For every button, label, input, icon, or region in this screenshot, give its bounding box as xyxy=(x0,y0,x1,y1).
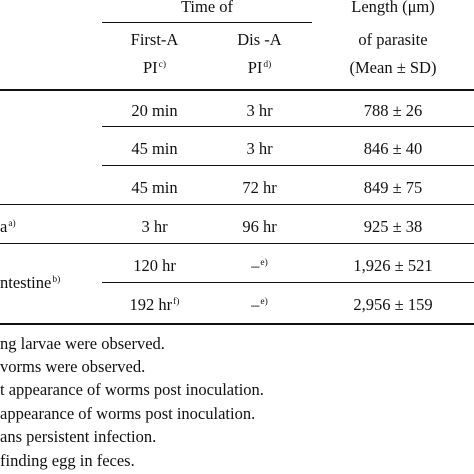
disappearance-cell: –e) xyxy=(251,256,268,275)
length-cell: 788 ± 26 xyxy=(363,101,423,120)
header-dis-a-pi: PId) xyxy=(247,58,272,77)
footnote-ref: f) xyxy=(173,297,180,307)
footnote-ref: c) xyxy=(158,60,167,70)
first-appearance-cell: 192 hrf) xyxy=(129,295,180,314)
disappearance-cell: 3 hr xyxy=(246,139,273,158)
footnote-ref: b) xyxy=(52,275,61,285)
header-first-a-pi: PIc) xyxy=(142,58,167,77)
disappearance-cell: 72 hr xyxy=(242,178,277,197)
footnote-line: ng larvae were observed. xyxy=(0,334,165,353)
length-cell: 846 ± 40 xyxy=(363,139,423,158)
footnote-ref: e) xyxy=(260,258,268,268)
first-appearance-cell: 45 min xyxy=(131,178,178,197)
row-label: ntestineb) xyxy=(0,273,61,292)
disappearance-cell: 3 hr xyxy=(246,101,273,120)
footnote-line: vorms were observed. xyxy=(0,357,146,376)
length-cell: 1,926 ± 521 xyxy=(353,256,433,275)
footnote-line: t appearance of worms post inoculation. xyxy=(0,380,264,399)
length-cell: 2,956 ± 159 xyxy=(353,295,433,314)
footnote-line: ans persistent infection. xyxy=(0,427,157,446)
table-bottom-rule xyxy=(0,323,474,325)
first-appearance-cell: 20 min xyxy=(131,101,178,120)
disappearance-cell: 96 hr xyxy=(242,217,277,236)
disappearance-cell: –e) xyxy=(251,295,268,314)
header-subrule xyxy=(102,22,312,23)
row-divider xyxy=(102,165,474,166)
header-dis-a: Dis -A xyxy=(237,30,282,49)
footnote-line: finding egg in feces. xyxy=(0,451,135,470)
row-label: aa) xyxy=(0,217,16,236)
header-length-mean-sd: (Mean ± SD) xyxy=(349,58,437,77)
footnote-ref: e) xyxy=(260,297,268,307)
header-first-a: First-A xyxy=(130,30,179,49)
row-divider xyxy=(0,204,474,205)
row-divider xyxy=(0,243,474,244)
row-divider xyxy=(102,282,474,283)
footnote-line: appearance of worms post inoculation. xyxy=(0,404,256,423)
first-appearance-cell: 3 hr xyxy=(141,217,168,236)
header-time-group: Time of xyxy=(180,0,234,16)
header-length-of-parasite: of parasite xyxy=(358,30,428,49)
header-bottom-rule xyxy=(0,89,474,91)
first-appearance-cell: 120 hr xyxy=(133,256,176,275)
length-cell: 849 ± 75 xyxy=(363,178,423,197)
footnote-ref: a) xyxy=(8,219,16,229)
first-appearance-cell: 45 min xyxy=(131,139,178,158)
length-cell: 925 ± 38 xyxy=(363,217,423,236)
footnote-ref: d) xyxy=(263,60,272,70)
header-length: Length (μm) xyxy=(351,0,435,16)
row-divider xyxy=(102,126,474,127)
